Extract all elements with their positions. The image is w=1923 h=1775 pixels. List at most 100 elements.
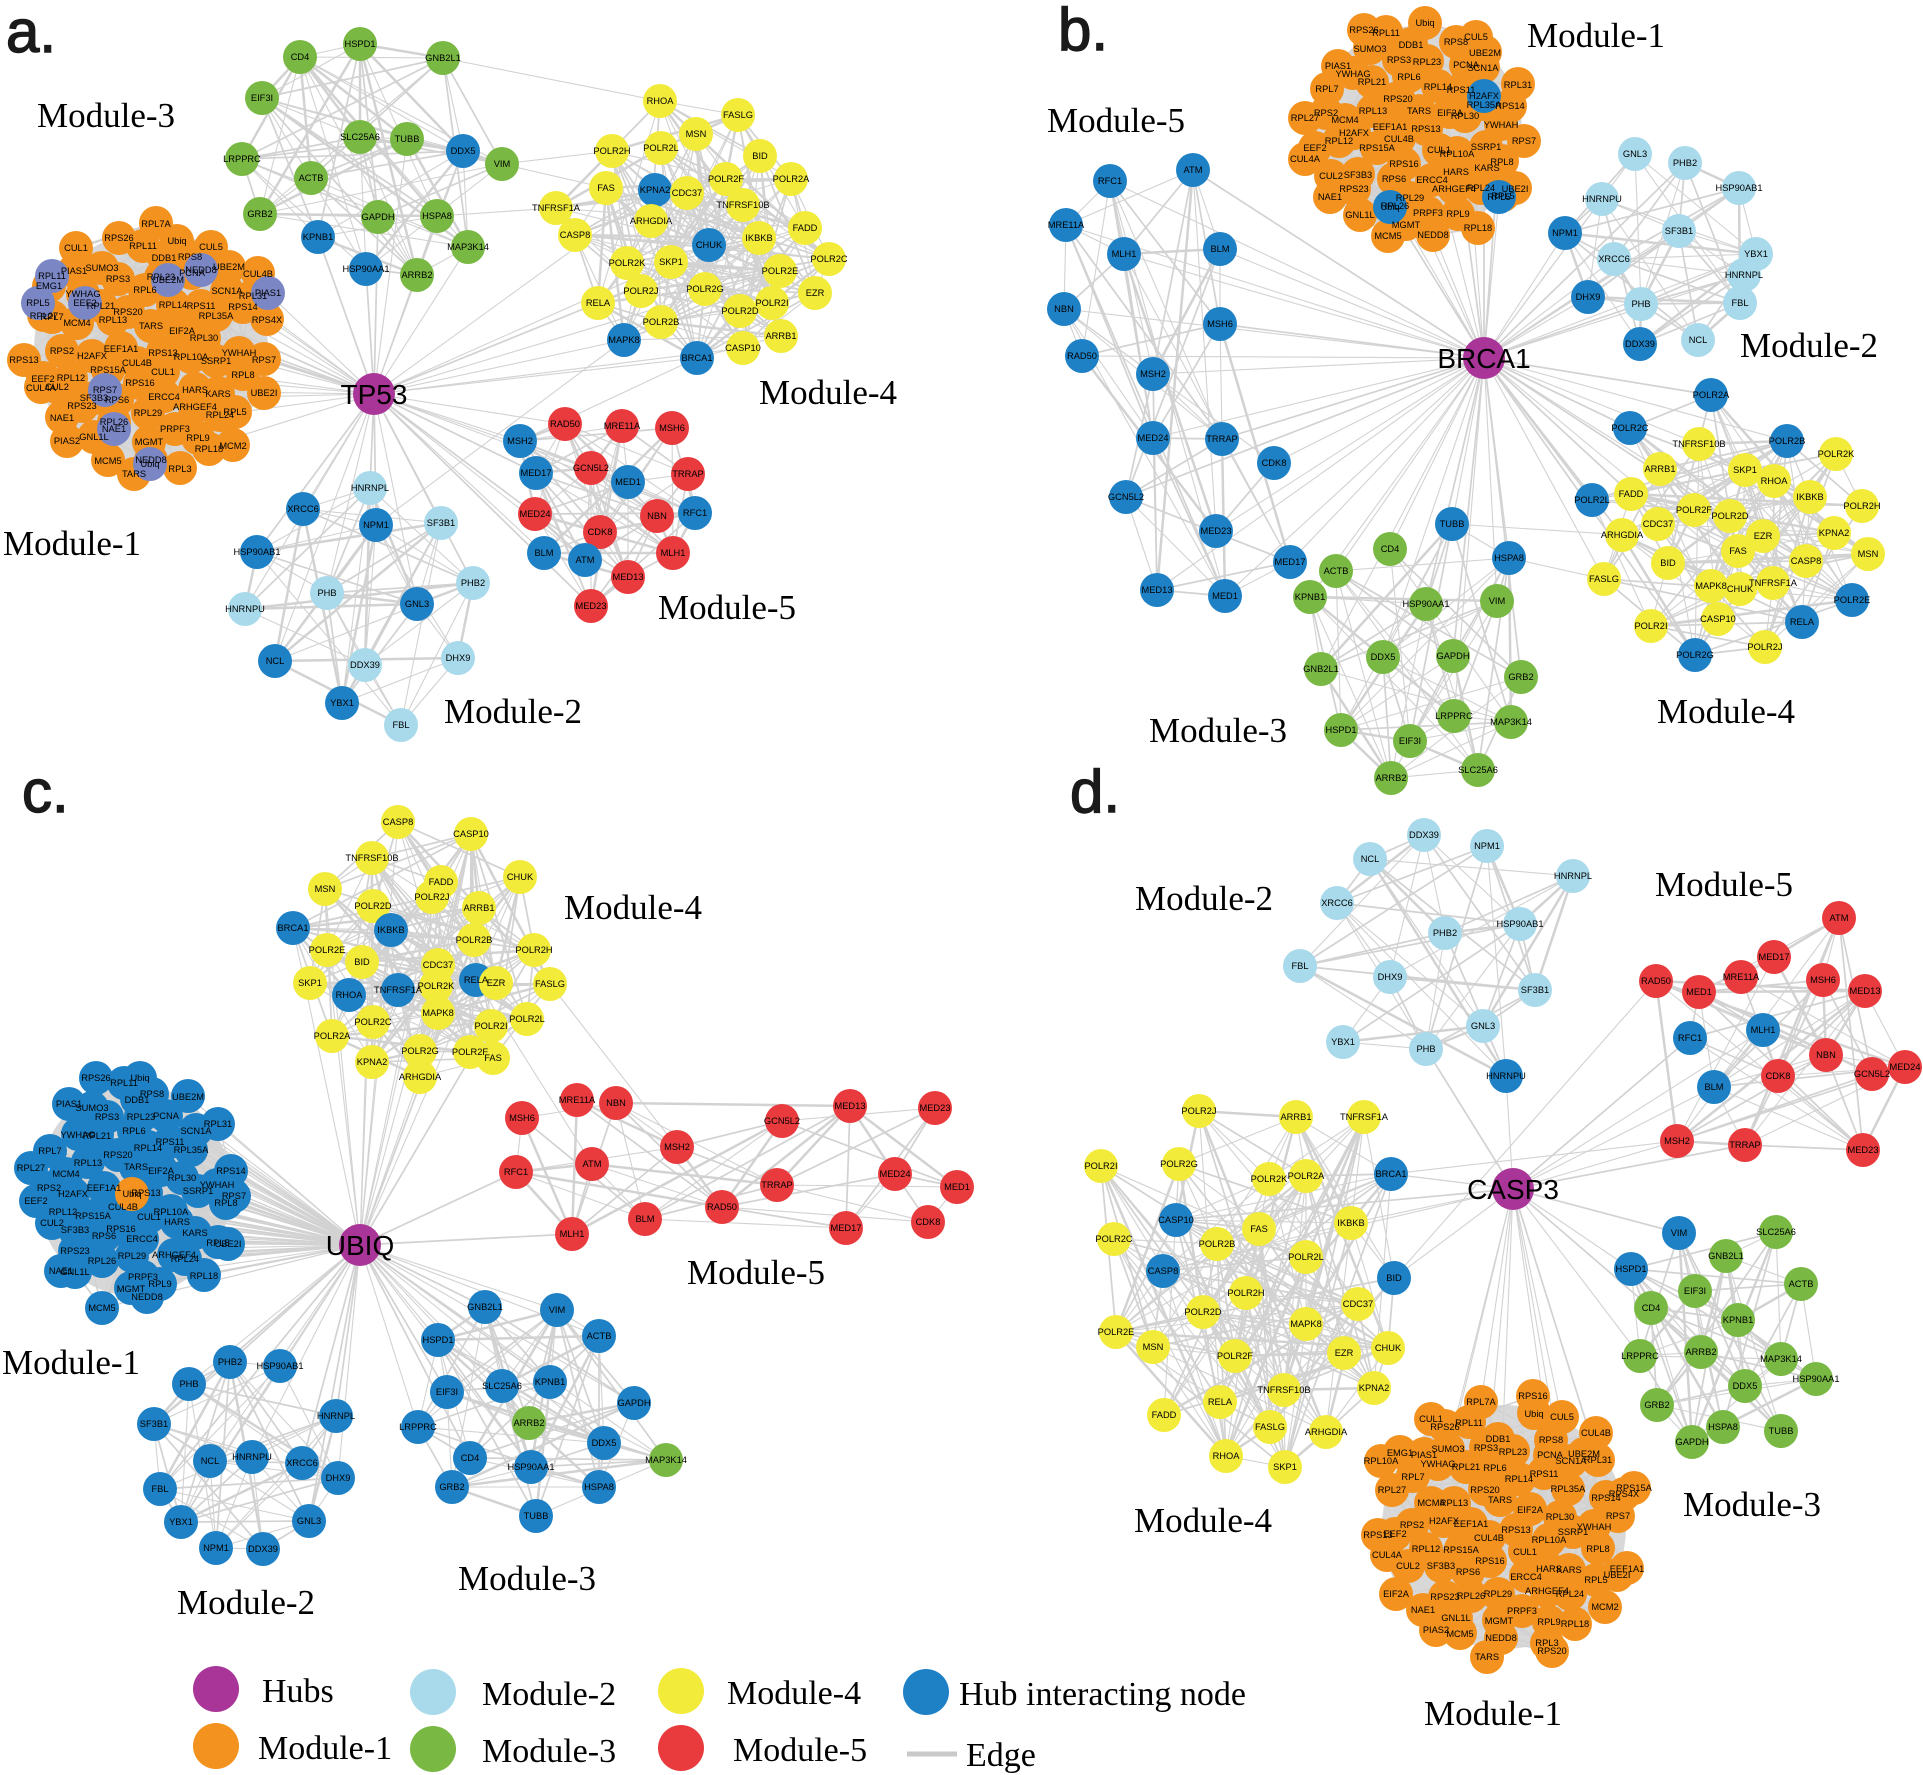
svg-text:SKP1: SKP1	[1273, 1462, 1297, 1472]
svg-text:HARS: HARS	[1443, 167, 1469, 177]
svg-text:UBE2I: UBE2I	[1502, 184, 1529, 194]
svg-text:NAE1: NAE1	[1318, 192, 1342, 202]
svg-text:Module-1: Module-1	[1424, 1694, 1562, 1733]
svg-text:HSPD1: HSPD1	[344, 39, 375, 49]
svg-text:RPL14: RPL14	[1424, 82, 1452, 92]
svg-text:Module-5: Module-5	[1047, 101, 1185, 140]
svg-text:BID: BID	[752, 151, 768, 161]
svg-text:RFC1: RFC1	[683, 508, 707, 518]
svg-text:NBN: NBN	[606, 1098, 626, 1108]
svg-text:UBE2M: UBE2M	[1469, 48, 1501, 58]
svg-text:UBE2M: UBE2M	[1568, 1449, 1600, 1459]
svg-text:TNFRSF10B: TNFRSF10B	[1672, 439, 1725, 449]
svg-text:FAS: FAS	[1729, 546, 1747, 556]
svg-text:RPS14: RPS14	[228, 302, 257, 312]
svg-text:CD4: CD4	[1642, 1303, 1661, 1313]
svg-text:b.: b.	[1058, 0, 1108, 63]
svg-text:ACTB: ACTB	[1324, 566, 1349, 576]
svg-text:EEF2: EEF2	[1383, 1529, 1406, 1539]
svg-text:HSPD1: HSPD1	[1615, 1264, 1646, 1274]
svg-text:Module-4: Module-4	[1134, 1501, 1272, 1540]
svg-text:BLM: BLM	[534, 548, 553, 558]
svg-text:RPL13: RPL13	[74, 1158, 102, 1168]
svg-text:POLR2A: POLR2A	[314, 1031, 351, 1041]
svg-text:RPL30: RPL30	[168, 1173, 196, 1183]
svg-text:RPL11: RPL11	[1455, 1418, 1483, 1428]
svg-text:CUL1: CUL1	[1513, 1547, 1537, 1557]
svg-text:GNL1L: GNL1L	[79, 432, 108, 442]
svg-text:RPS23: RPS23	[67, 401, 96, 411]
svg-text:Module-5: Module-5	[1655, 865, 1793, 904]
svg-text:RPS11: RPS11	[187, 301, 216, 311]
svg-text:RPL6: RPL6	[1483, 1463, 1506, 1473]
svg-text:RPL18: RPL18	[1464, 223, 1492, 233]
svg-text:POLR2E: POLR2E	[762, 266, 799, 276]
svg-text:SUMO3: SUMO3	[85, 263, 118, 273]
svg-text:RPL8: RPL8	[1490, 157, 1513, 167]
svg-text:POLR2B: POLR2B	[456, 935, 493, 945]
svg-text:FBL: FBL	[151, 1484, 168, 1494]
svg-text:SF3B3: SF3B3	[61, 1225, 89, 1235]
svg-text:RPL30: RPL30	[190, 333, 218, 343]
svg-text:POLR2D: POLR2D	[1184, 1307, 1221, 1317]
svg-text:FAS: FAS	[1250, 1224, 1268, 1234]
svg-text:CD4: CD4	[1381, 544, 1400, 554]
svg-text:LRPPRC: LRPPRC	[1621, 1351, 1659, 1361]
svg-text:HARS: HARS	[182, 385, 208, 395]
svg-text:RPS16: RPS16	[125, 378, 154, 388]
svg-text:Module-3: Module-3	[482, 1733, 616, 1770]
svg-text:MED1: MED1	[944, 1182, 970, 1192]
svg-text:NPM1: NPM1	[1552, 228, 1578, 238]
svg-text:RPS13: RPS13	[1411, 124, 1440, 134]
svg-text:CASP8: CASP8	[1148, 1266, 1179, 1276]
svg-text:RAD50: RAD50	[550, 419, 580, 429]
svg-text:RPL21: RPL21	[1452, 1462, 1480, 1472]
svg-text:MED13: MED13	[612, 572, 643, 582]
svg-text:CHUK: CHUK	[1375, 1343, 1402, 1353]
svg-text:POLR2H: POLR2H	[515, 945, 552, 955]
svg-text:UBE2I: UBE2I	[1604, 1570, 1631, 1580]
svg-text:RPL14: RPL14	[159, 300, 187, 310]
svg-text:RPL31: RPL31	[1504, 80, 1532, 90]
svg-text:ARRB2: ARRB2	[1685, 1347, 1716, 1357]
svg-text:CD4: CD4	[461, 1453, 480, 1463]
svg-text:Ubiq: Ubiq	[140, 459, 159, 469]
svg-text:RPL26: RPL26	[1457, 1591, 1485, 1601]
svg-text:PIAS1: PIAS1	[255, 288, 281, 298]
svg-text:BRCA1: BRCA1	[1375, 1169, 1406, 1179]
svg-text:MSH2: MSH2	[1664, 1136, 1690, 1146]
svg-text:MLH1: MLH1	[1751, 1025, 1776, 1035]
svg-text:NCL: NCL	[1689, 335, 1708, 345]
svg-text:EIF3I: EIF3I	[1684, 1286, 1706, 1296]
svg-text:UBE2M: UBE2M	[213, 262, 245, 272]
svg-text:EEF1A1: EEF1A1	[1610, 1564, 1645, 1574]
svg-text:MED17: MED17	[830, 1223, 861, 1233]
svg-text:RPL3: RPL3	[168, 464, 191, 474]
svg-text:Module-5: Module-5	[658, 588, 796, 627]
svg-text:FBL: FBL	[392, 720, 409, 730]
svg-text:RPS15A: RPS15A	[90, 365, 126, 375]
svg-text:PRPF3: PRPF3	[160, 424, 190, 434]
svg-text:NAE1: NAE1	[1411, 1605, 1435, 1615]
svg-text:RHOA: RHOA	[1761, 476, 1789, 486]
svg-text:EZR: EZR	[806, 288, 825, 298]
svg-text:MGMT: MGMT	[117, 1284, 146, 1294]
svg-text:XRCC6: XRCC6	[286, 1458, 318, 1468]
svg-text:CHUK: CHUK	[696, 240, 723, 250]
svg-text:EMG1: EMG1	[36, 281, 62, 291]
svg-text:SCN1A: SCN1A	[211, 286, 243, 296]
svg-text:RHOA: RHOA	[336, 990, 364, 1000]
svg-text:MAP3K14: MAP3K14	[645, 1455, 687, 1465]
svg-text:RPS20: RPS20	[1537, 1646, 1566, 1656]
svg-text:POLR2K: POLR2K	[609, 258, 646, 268]
svg-text:GRB2: GRB2	[247, 209, 272, 219]
svg-text:ERCC4: ERCC4	[148, 392, 180, 402]
svg-text:PCNA: PCNA	[1453, 60, 1480, 70]
svg-text:RPL31: RPL31	[1584, 1455, 1612, 1465]
svg-text:POLR2A: POLR2A	[773, 174, 810, 184]
svg-text:RELA: RELA	[586, 298, 611, 308]
svg-text:MCM4: MCM4	[52, 1169, 79, 1179]
svg-text:PHB2: PHB2	[461, 578, 485, 588]
svg-text:RPL9: RPL9	[186, 433, 209, 443]
svg-text:PHB: PHB	[1416, 1044, 1435, 1054]
